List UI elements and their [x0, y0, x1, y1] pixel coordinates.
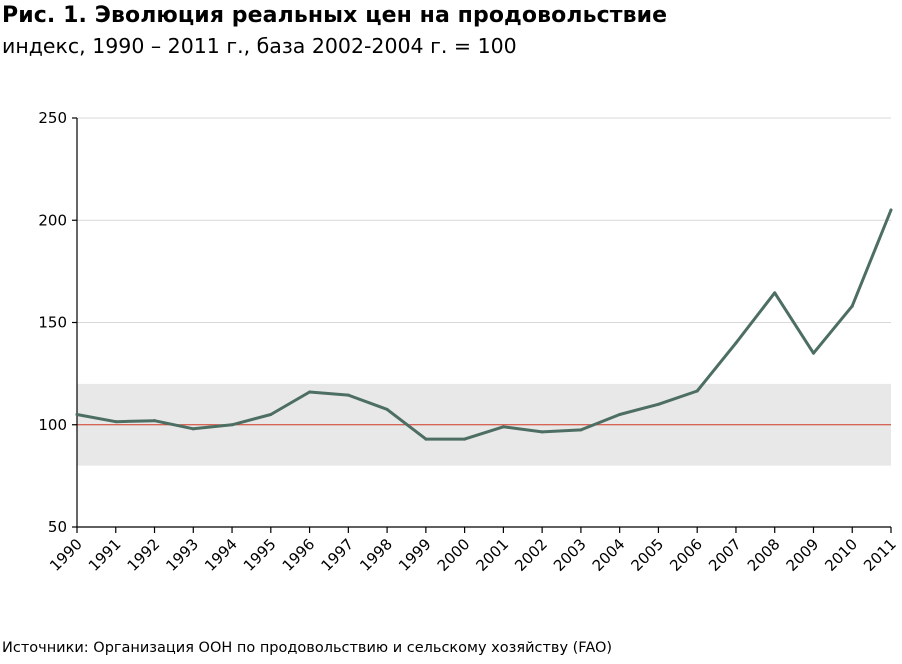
x-tick-label: 2009 — [783, 535, 823, 575]
x-tick-label: 1990 — [46, 535, 86, 575]
data-point — [850, 304, 854, 308]
data-point — [773, 291, 777, 295]
x-tick-label: 1998 — [356, 535, 396, 575]
x-tick-label: 2007 — [705, 535, 745, 575]
data-point — [618, 413, 622, 417]
x-tick-label: 1996 — [279, 535, 319, 575]
y-tick-label: 200 — [38, 211, 67, 229]
data-point — [385, 407, 389, 411]
x-tick-label: 1999 — [395, 535, 435, 575]
x-tick-label: 1997 — [317, 535, 357, 575]
x-tick-label: 2002 — [511, 535, 551, 575]
data-point — [501, 425, 505, 429]
y-tick-label: 150 — [38, 314, 67, 332]
data-point — [889, 208, 893, 212]
data-point — [230, 423, 234, 427]
x-tick-label: 2010 — [821, 535, 861, 575]
data-point — [811, 351, 815, 355]
data-point — [656, 402, 660, 406]
data-point — [424, 437, 428, 441]
data-point — [269, 413, 273, 417]
x-tick-label: 2008 — [744, 535, 784, 575]
x-tick-label: 1995 — [240, 535, 280, 575]
x-tick-label: 1994 — [201, 535, 241, 575]
y-tick-label: 50 — [48, 518, 67, 536]
x-tick-label: 2001 — [472, 535, 512, 575]
data-point — [734, 341, 738, 345]
x-tick-label: 1992 — [124, 535, 164, 575]
x-tick-label: 1993 — [162, 535, 202, 575]
x-tick-label: 1991 — [85, 535, 125, 575]
data-point — [75, 413, 79, 417]
x-tick-label: 2005 — [628, 535, 668, 575]
y-tick-label: 250 — [38, 109, 67, 127]
data-point — [308, 390, 312, 394]
data-point — [191, 427, 195, 431]
data-point — [346, 393, 350, 397]
data-point — [114, 420, 118, 424]
chart-subtitle: индекс, 1990 – 2011 г., база 2002-2004 г… — [2, 34, 517, 58]
x-tick-label: 2000 — [434, 535, 474, 575]
source-note: Источники: Организация ООН по продовольс… — [2, 640, 613, 656]
x-tick-label: 2003 — [550, 535, 590, 575]
x-tick-label: 2006 — [666, 535, 706, 575]
y-tick-label: 100 — [38, 416, 67, 434]
x-tick-label: 2004 — [589, 535, 629, 575]
data-point — [579, 428, 583, 432]
series-line — [75, 208, 893, 441]
chart-title: Рис. 1. Эволюция реальных цен на продово… — [2, 3, 668, 28]
x-tick-label: 2011 — [860, 535, 900, 575]
data-point — [463, 437, 467, 441]
data-point — [540, 430, 544, 434]
data-point — [153, 419, 157, 423]
data-point — [695, 389, 699, 393]
